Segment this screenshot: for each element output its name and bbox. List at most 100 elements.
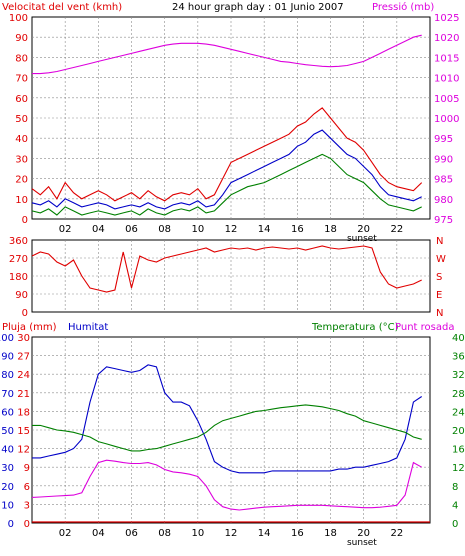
- rain-tick: 30: [17, 333, 30, 344]
- temperature-tick: 28: [452, 389, 465, 400]
- wind-direction-line: [31, 245, 422, 293]
- sunset-label: sunset: [347, 234, 377, 244]
- x-tick-label: 18: [324, 528, 337, 539]
- wind-direction-tick: 360: [9, 236, 28, 247]
- pressure-tick: 985: [434, 175, 453, 186]
- pressure-tick: 1010: [434, 74, 459, 85]
- x-tick-label: 02: [59, 224, 72, 235]
- temperature-tick: 4: [452, 500, 458, 511]
- wind-speed-line: [31, 129, 422, 210]
- wind-speed-tick: 100: [9, 13, 28, 24]
- humidity-label: Humitat: [68, 322, 108, 333]
- pressure-tick: 1025: [434, 13, 459, 24]
- temperature-tick: 32: [452, 370, 465, 381]
- compass-tick: N: [436, 236, 443, 247]
- rain-label: Pluja (mm): [2, 322, 57, 333]
- rain-tick: 18: [17, 407, 30, 418]
- temperature-tick: 24: [452, 407, 465, 418]
- rain-tick: 12: [17, 445, 30, 456]
- wind-speed-tick: 20: [15, 175, 28, 186]
- temperature-tick: 12: [452, 463, 465, 474]
- x-tick-label: 16: [291, 528, 304, 539]
- tick-labels: 0102030405060708090100975980985990995100…: [0, 13, 465, 548]
- x-tick-label: 08: [158, 224, 171, 235]
- wind-direction-tick: 180: [9, 272, 28, 283]
- wind-speed-tick: 50: [15, 114, 28, 125]
- chart-title: 24 hour graph day : 01 Junio 2007: [172, 2, 344, 13]
- rain-tick: 6: [24, 482, 30, 493]
- wind-direction-tick: 90: [15, 290, 28, 301]
- compass-tick: E: [436, 290, 442, 301]
- pressure-label: Pressió (mb): [372, 1, 434, 13]
- x-tick-label: 10: [191, 528, 204, 539]
- humidity-tick: 30: [1, 463, 14, 474]
- compass-tick: S: [436, 272, 442, 283]
- x-tick-label: 16: [291, 224, 304, 235]
- x-tick-label: 22: [390, 224, 403, 235]
- series-lines: [31, 34, 430, 523]
- wind-direction-tick: 0: [22, 308, 28, 319]
- x-tick-label: 18: [324, 224, 337, 235]
- x-tick-label: 04: [92, 224, 105, 235]
- x-tick-label: 04: [92, 528, 105, 539]
- rain-tick: 0: [24, 519, 30, 530]
- x-tick-label: 22: [390, 528, 403, 539]
- temperature-tick: 8: [452, 482, 458, 493]
- temperature-tick: 16: [452, 445, 465, 456]
- x-tick-label: 06: [125, 528, 138, 539]
- x-tick-label: 14: [258, 528, 271, 539]
- humidity-tick: 40: [1, 445, 14, 456]
- temperature-tick: 20: [452, 426, 465, 437]
- humidity-tick: 90: [1, 352, 14, 363]
- x-tick-label: 20: [357, 224, 370, 235]
- wind-speed-tick: 10: [15, 195, 28, 206]
- pressure-tick: 1005: [434, 94, 459, 105]
- pressure-tick: 1015: [434, 53, 459, 64]
- wind-speed-tick: 30: [15, 154, 28, 165]
- rain-tick: 15: [17, 426, 30, 437]
- compass-tick: N: [436, 308, 443, 319]
- humidity-tick: 80: [1, 370, 14, 381]
- humidity-line: [32, 364, 423, 474]
- humidity-tick: 20: [1, 482, 14, 493]
- temperature-line: [31, 459, 422, 511]
- rain-tick: 21: [17, 389, 30, 400]
- dewpoint-label: Punt rosada: [395, 322, 454, 333]
- x-tick-label: 08: [158, 528, 171, 539]
- temperature-tick: 0: [452, 519, 458, 530]
- wind-speed-line: [31, 107, 423, 202]
- x-tick-label: 20: [357, 528, 370, 539]
- wind-speed-label: Velocitat del vent (kmh): [2, 2, 122, 13]
- wind-speed-line: [31, 153, 422, 216]
- temperature-label: Temperatura (°C): [311, 322, 399, 333]
- pressure-tick: 980: [434, 195, 453, 206]
- sunset-label: sunset: [347, 538, 377, 548]
- wind-speed-tick: 70: [15, 74, 28, 85]
- rain-tick: 9: [24, 463, 30, 474]
- rain-tick: 27: [17, 352, 30, 363]
- x-tick-label: 12: [225, 224, 238, 235]
- pressure-line: [32, 34, 422, 75]
- pressure-tick: 975: [434, 215, 453, 226]
- wind-speed-tick: 80: [15, 53, 28, 64]
- x-tick-label: 12: [225, 528, 238, 539]
- humidity-tick: 10: [1, 500, 14, 511]
- x-tick-label: 06: [125, 224, 138, 235]
- pressure-tick: 990: [434, 154, 453, 165]
- wind-speed-tick: 0: [22, 215, 28, 226]
- humidity-tick: 100: [0, 333, 14, 344]
- temperature-tick: 36: [452, 352, 465, 363]
- humidity-tick: 50: [1, 426, 14, 437]
- humidity-tick: 60: [1, 407, 14, 418]
- pressure-tick: 1020: [434, 33, 459, 44]
- rain-tick: 3: [24, 500, 30, 511]
- wind-speed-tick: 90: [15, 33, 28, 44]
- x-tick-label: 10: [191, 224, 204, 235]
- humidity-tick: 70: [1, 389, 14, 400]
- pressure-tick: 995: [434, 134, 453, 145]
- temperature-line: [32, 404, 422, 452]
- x-tick-label: 02: [59, 528, 72, 539]
- compass-tick: W: [436, 254, 446, 265]
